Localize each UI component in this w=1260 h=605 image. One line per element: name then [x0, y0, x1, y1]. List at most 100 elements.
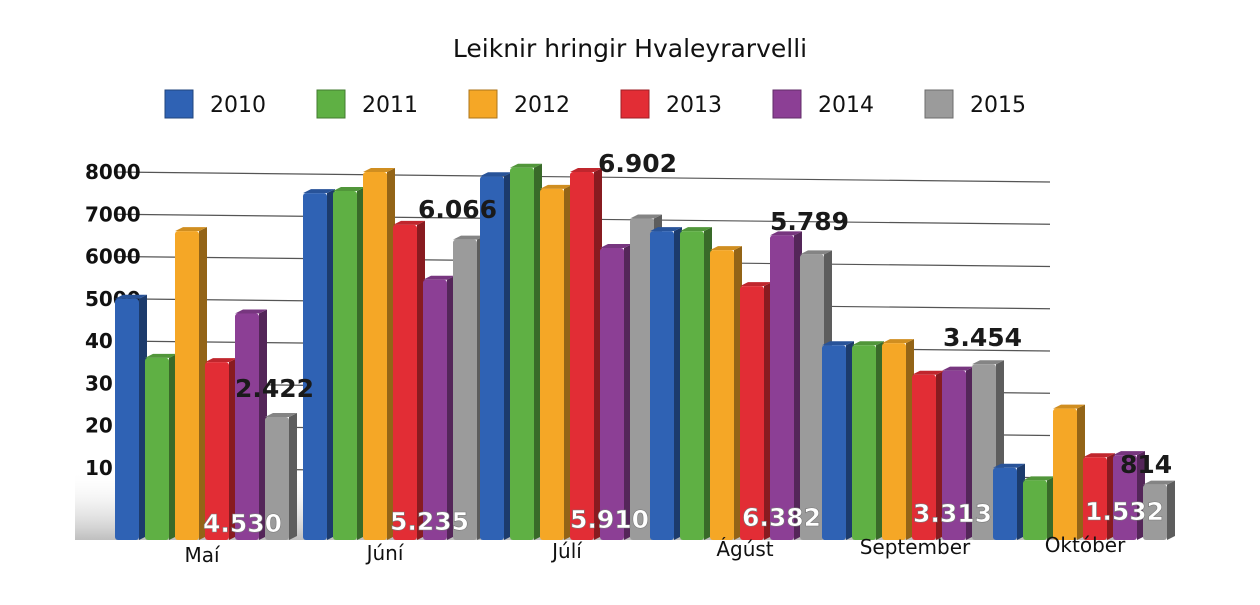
bar-top-2010: [115, 294, 147, 299]
bar-top-2013: [912, 370, 944, 375]
legend-label-2013: 2013: [666, 93, 722, 118]
y-tick-label: 6000: [85, 245, 141, 269]
bar-2010-3: [650, 231, 674, 540]
data-label-top: 3.454: [943, 323, 1022, 352]
bar-top-2011: [1023, 476, 1055, 481]
bar-2015-2: [630, 218, 654, 540]
bar-2011-0: [145, 357, 169, 540]
bar-2014-5: [1113, 455, 1137, 540]
bar-2015-4: [972, 364, 996, 540]
legend-label-2011: 2011: [362, 93, 418, 118]
legend-label-2012: 2012: [514, 93, 570, 118]
legend: 2010 2011 2012 2013 2014 2015: [164, 89, 1026, 119]
bar-2011-1: [333, 191, 357, 540]
data-label-top: 6.902: [598, 149, 677, 178]
x-tick-label: Júlí: [550, 539, 583, 563]
bar-2014-3: [770, 235, 794, 540]
bar-top-2010: [480, 172, 512, 177]
bar-2013-1: [393, 224, 417, 540]
bar-2014-4: [942, 370, 966, 540]
bar-top-2013: [740, 282, 772, 287]
legend-swatch-2010: [164, 89, 194, 119]
x-tick-label: Ágúst: [716, 537, 773, 561]
bar-2011-4: [852, 345, 876, 540]
bar-2012-3: [710, 250, 734, 540]
bar-top-2011: [333, 187, 365, 192]
bar-2010-5: [993, 467, 1017, 540]
data-labels: 2.422 6.066 6.902 5.789 3.454 814 4.530 5.235 5.…: [203, 149, 1172, 538]
bar-2012-4: [882, 343, 906, 540]
x-tick-label: Maí: [184, 543, 221, 567]
legend-swatch-2011: [316, 89, 346, 119]
bar-top-2015: [630, 214, 662, 219]
x-tick-label: Júní: [365, 541, 405, 565]
bar-2010-4: [822, 345, 846, 540]
bar-top-2015: [453, 235, 485, 240]
bar-2015-0: [265, 417, 289, 540]
legend-swatch-2013: [620, 89, 650, 119]
x-tick-label: Október: [1045, 533, 1126, 557]
bar-2013-0: [205, 362, 229, 540]
bar-side-2015: [1167, 480, 1175, 540]
bar-2014-2: [600, 248, 624, 541]
bar-top-2014: [1113, 451, 1145, 456]
bar-top-2015: [1143, 480, 1175, 485]
bar-2011-5: [1023, 480, 1047, 540]
bar-2015-1: [453, 239, 477, 540]
bar-2012-5: [1053, 408, 1077, 540]
bar-top-2014: [942, 366, 974, 371]
bar-top-2011: [852, 341, 884, 346]
data-label-bottom: 6.382: [742, 503, 821, 532]
bar-2012-0: [175, 231, 199, 540]
bar-top-2010: [650, 227, 682, 232]
y-tick-label: 30: [85, 371, 113, 395]
bar-top-2011: [510, 163, 542, 168]
bar-top-2010: [993, 463, 1025, 468]
bar-top-2013: [393, 220, 425, 225]
bar-2012-2: [540, 188, 564, 540]
x-axis: Maí Júní Júlí Ágúst September Október: [184, 533, 1126, 567]
data-label-bottom: 4.530: [203, 509, 282, 538]
bar-2010-1: [303, 193, 327, 540]
bar-2013-3: [740, 286, 764, 540]
legend-label-2010: 2010: [210, 93, 266, 118]
bar-top-2015: [265, 413, 297, 418]
bar-top-2013: [570, 168, 602, 172]
bar-top-2011: [680, 227, 712, 232]
y-tick-label: 10: [85, 456, 113, 480]
bar-top-2014: [600, 244, 632, 249]
bar-top-2014: [423, 275, 455, 280]
y-tick-label: 7000: [85, 202, 141, 226]
legend-label-2014: 2014: [818, 93, 874, 118]
legend-swatch-2015: [924, 89, 954, 119]
bar-top-2015: [972, 360, 1004, 365]
bar-top-2012: [175, 227, 207, 232]
data-label-top: 5.789: [770, 207, 849, 236]
bar-2015-5: [1143, 484, 1167, 540]
bar-side-2015: [289, 413, 297, 540]
data-label-top: 814: [1120, 450, 1172, 479]
bar-top-2013: [205, 358, 237, 363]
bar-2014-0: [235, 313, 259, 540]
bar-2010-0: [115, 298, 139, 540]
y-tick-label: 40: [85, 329, 113, 353]
bar-top-2012: [540, 184, 572, 189]
bar-2010-2: [480, 176, 504, 540]
data-label-top: 6.066: [418, 195, 497, 224]
bar-2012-1: [363, 172, 387, 540]
data-label-top: 2.422: [235, 374, 314, 403]
bar-top-2014: [770, 231, 802, 236]
data-label-bottom: 5.910: [570, 505, 649, 534]
bar-top-2012: [363, 168, 395, 172]
x-tick-label: September: [860, 535, 971, 559]
legend-label-2015: 2015: [970, 93, 1026, 118]
bar-top-2015: [800, 250, 832, 255]
bar-top-2011: [145, 353, 177, 358]
bar-2015-3: [800, 254, 824, 540]
bars: [115, 163, 1175, 541]
bar-top-2012: [882, 339, 914, 344]
bar-top-2012: [1053, 404, 1085, 409]
bar-2011-3: [680, 231, 704, 540]
data-label-bottom: 3.313: [913, 499, 992, 528]
